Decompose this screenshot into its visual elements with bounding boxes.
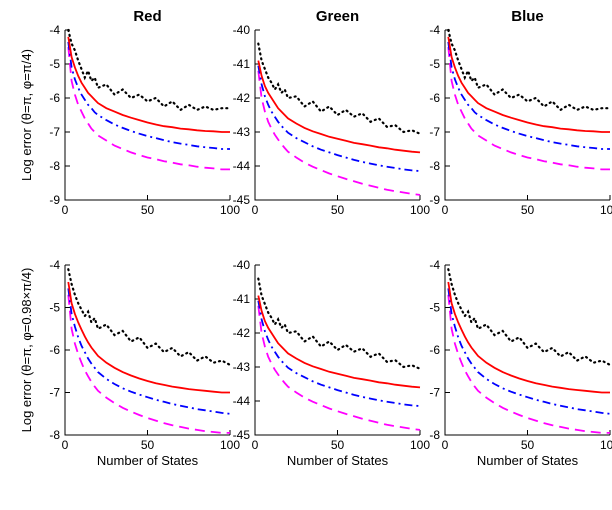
ytick-label: -40 xyxy=(233,23,251,37)
xtick-label: 50 xyxy=(521,203,535,217)
ytick-label: -41 xyxy=(233,57,251,71)
series-blue_dashdot xyxy=(258,301,420,406)
series-red_solid xyxy=(258,61,420,153)
ytick-label: -8 xyxy=(429,428,440,442)
panel-r0-c1: 050100-45-44-43-42-41-40 xyxy=(255,30,420,200)
series-magenta_dash xyxy=(258,71,420,195)
ytick-label: -7 xyxy=(429,125,440,139)
ytick-label: -6 xyxy=(429,91,440,105)
panel-r1-c2: 050100-8-7-6-5-4 xyxy=(445,265,610,435)
ytick-label: -43 xyxy=(233,360,251,374)
panel-r1-c0: 050100-8-7-6-5-4 xyxy=(65,265,230,435)
ylabel-row1: Log error (θ=π, φ=0.98×π/4) xyxy=(19,265,34,435)
xtick-label: 0 xyxy=(62,203,69,217)
ytick-label: -44 xyxy=(233,159,251,173)
ytick-label: -8 xyxy=(49,428,60,442)
ytick-label: -43 xyxy=(233,125,251,139)
ytick-label: -41 xyxy=(233,292,251,306)
panel-r1-c1: 050100-45-44-43-42-41-40 xyxy=(255,265,420,435)
xtick-label: 0 xyxy=(252,203,259,217)
col-title-1: Green xyxy=(255,8,420,25)
xtick-label: 50 xyxy=(521,438,535,452)
xtick-label: 0 xyxy=(62,438,69,452)
ytick-label: -7 xyxy=(49,125,60,139)
ytick-label: -45 xyxy=(233,428,251,442)
ytick-label: -45 xyxy=(233,193,251,207)
panel-r0-c2: 050100-9-8-7-6-5-4 xyxy=(445,30,610,200)
ytick-label: -6 xyxy=(49,343,60,357)
xlabel-c1: Number of States xyxy=(255,453,420,468)
xtick-label: 100 xyxy=(600,203,612,217)
xtick-label: 50 xyxy=(331,438,345,452)
series-black_dotted xyxy=(68,269,230,365)
ytick-label: -5 xyxy=(429,57,440,71)
ytick-label: -9 xyxy=(429,193,440,207)
figure: { "layout": { "fig_w": 612, "fig_h": 510… xyxy=(0,0,612,510)
ytick-label: -44 xyxy=(233,394,251,408)
ytick-label: -5 xyxy=(429,301,440,315)
ytick-label: -8 xyxy=(429,159,440,173)
series-red_solid xyxy=(448,37,610,132)
xtick-label: 0 xyxy=(442,203,449,217)
series-red_solid xyxy=(68,282,230,393)
series-blue_dashdot xyxy=(258,66,420,171)
xlabel-c0: Number of States xyxy=(65,453,230,468)
series-black_dotted xyxy=(258,44,420,134)
xtick-label: 100 xyxy=(410,438,430,452)
xtick-label: 100 xyxy=(410,203,430,217)
ytick-label: -7 xyxy=(49,386,60,400)
col-title-0: Red xyxy=(65,8,230,25)
ytick-label: -42 xyxy=(233,91,251,105)
series-blue_dashdot xyxy=(68,42,230,149)
ytick-label: -5 xyxy=(49,301,60,315)
ytick-label: -6 xyxy=(49,91,60,105)
ytick-label: -5 xyxy=(49,57,60,71)
series-red_solid xyxy=(448,282,610,393)
panel-r0-c0: 050100-9-8-7-6-5-4 xyxy=(65,30,230,200)
xtick-label: 100 xyxy=(600,438,612,452)
series-blue_dashdot xyxy=(448,288,610,413)
xlabel-c2: Number of States xyxy=(445,453,610,468)
ytick-label: -7 xyxy=(429,386,440,400)
xtick-label: 0 xyxy=(442,438,449,452)
series-magenta_dash xyxy=(448,295,610,433)
series-blue_dashdot xyxy=(68,288,230,413)
series-black_dotted xyxy=(448,269,610,365)
series-blue_dashdot xyxy=(448,42,610,149)
series-red_solid xyxy=(258,296,420,388)
ytick-label: -4 xyxy=(49,23,60,37)
col-title-2: Blue xyxy=(445,8,610,25)
xtick-label: 50 xyxy=(141,438,155,452)
ytick-label: -40 xyxy=(233,258,251,272)
xtick-label: 50 xyxy=(331,203,345,217)
series-magenta_dash xyxy=(258,306,420,430)
ytick-label: -42 xyxy=(233,326,251,340)
ytick-label: -4 xyxy=(49,258,60,272)
ytick-label: -6 xyxy=(429,343,440,357)
series-black_dotted xyxy=(258,279,420,369)
xtick-label: 0 xyxy=(252,438,259,452)
ytick-label: -4 xyxy=(429,258,440,272)
ytick-label: -8 xyxy=(49,159,60,173)
ylabel-row0: Log error (θ=π, φ=π/4) xyxy=(19,30,34,200)
ytick-label: -9 xyxy=(49,193,60,207)
ytick-label: -4 xyxy=(429,23,440,37)
series-magenta_dash xyxy=(68,295,230,433)
series-red_solid xyxy=(68,37,230,132)
xtick-label: 50 xyxy=(141,203,155,217)
